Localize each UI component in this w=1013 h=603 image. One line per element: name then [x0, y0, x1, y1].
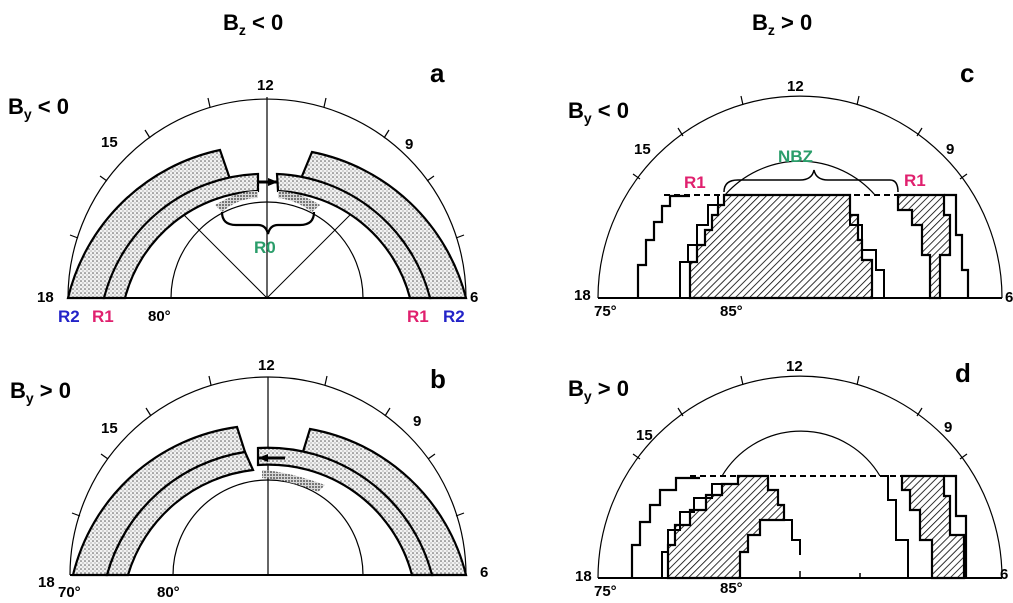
panel-b-letter: b [430, 364, 446, 394]
panel-c-r1-left: R1 [684, 173, 706, 192]
panel-b-ticks [71, 375, 465, 517]
panel-a-r0-label: R0 [254, 238, 276, 257]
panel-c-ticks [632, 95, 968, 180]
panel-d-letter: d [955, 358, 971, 388]
panel-d-lat-85: 85° [720, 580, 743, 597]
panel-b-lat-80: 80° [157, 584, 180, 601]
panel-c-nbz-label: NBZ [778, 147, 813, 166]
panel-c-diagram [597, 95, 1003, 300]
panel-a-clock-18: 18 [37, 289, 54, 306]
panel-c-hatched-right [896, 193, 952, 300]
panel-a-lat-80: 80° [148, 308, 171, 325]
panel-c-lat-85: 85° [720, 303, 743, 320]
panel-d-ticks [632, 375, 968, 460]
panel-b-clock-9: 9 [413, 413, 422, 430]
panel-a-diagram [66, 97, 468, 300]
panel-d-clock-6: 6 [1000, 566, 1009, 583]
panel-d-outer-circle [597, 375, 1003, 579]
panel-c-clock-6: 6 [1005, 289, 1013, 306]
panel-c-clock-12: 12 [787, 78, 804, 95]
panel-d-clock-18: 18 [575, 568, 592, 585]
panel-b-lat-70: 70° [58, 584, 81, 601]
panel-d-clock-15: 15 [636, 427, 653, 444]
panel-d-imf-label: By > 0 [568, 376, 629, 404]
panel-c-outer-circle [597, 95, 1003, 299]
panel-a-clock-6: 6 [470, 289, 479, 306]
panel-a-r2-right: R2 [443, 307, 465, 326]
panel-b-diagram [69, 375, 468, 577]
panel-c-hatched-main [688, 193, 874, 300]
panel-b-clock-18: 18 [38, 574, 55, 591]
panel-d-clock-9: 9 [944, 419, 953, 436]
panel-b-band-inner-left [105, 450, 255, 577]
panel-a-clock-15: 15 [101, 134, 118, 151]
panel-d-hatched-right [900, 474, 966, 580]
panel-d-hatched-main [666, 474, 786, 580]
panel-a-r2-left: R2 [58, 307, 80, 326]
panel-a-r0-brace [220, 211, 316, 235]
panel-c-nbz-brace [723, 169, 899, 193]
panel-c-clock-18: 18 [574, 287, 591, 304]
header-bz-positive: Bz > 0 [752, 10, 813, 38]
panel-c-clock-15: 15 [634, 141, 651, 158]
panel-b-clock-15: 15 [101, 420, 118, 437]
panel-d-clock-12: 12 [786, 358, 803, 375]
panel-a-r1-right: R1 [407, 307, 429, 326]
panel-a-ticks [69, 97, 465, 239]
panel-d-lat-75: 75° [594, 583, 617, 600]
header-bz-negative: Bz < 0 [223, 10, 284, 38]
panel-a-imf-label: By < 0 [8, 94, 69, 122]
panel-c-lat-75: 75° [594, 303, 617, 320]
panel-a-clock-9: 9 [405, 136, 414, 153]
panel-c-letter: c [960, 58, 975, 88]
panel-b-imf-label: By > 0 [10, 378, 71, 406]
panel-a-letter: a [430, 58, 445, 88]
panel-c-imf-label: By < 0 [568, 98, 629, 126]
panel-b-clock-6: 6 [480, 564, 489, 581]
panel-d-diagram [597, 375, 1003, 580]
panel-a-r1-left: R1 [92, 307, 114, 326]
panel-b-clock-12: 12 [258, 357, 275, 374]
panel-c-clock-9: 9 [946, 141, 955, 158]
panel-a-clock-12: 12 [257, 77, 274, 94]
panel-c-r1-right: R1 [904, 171, 926, 190]
